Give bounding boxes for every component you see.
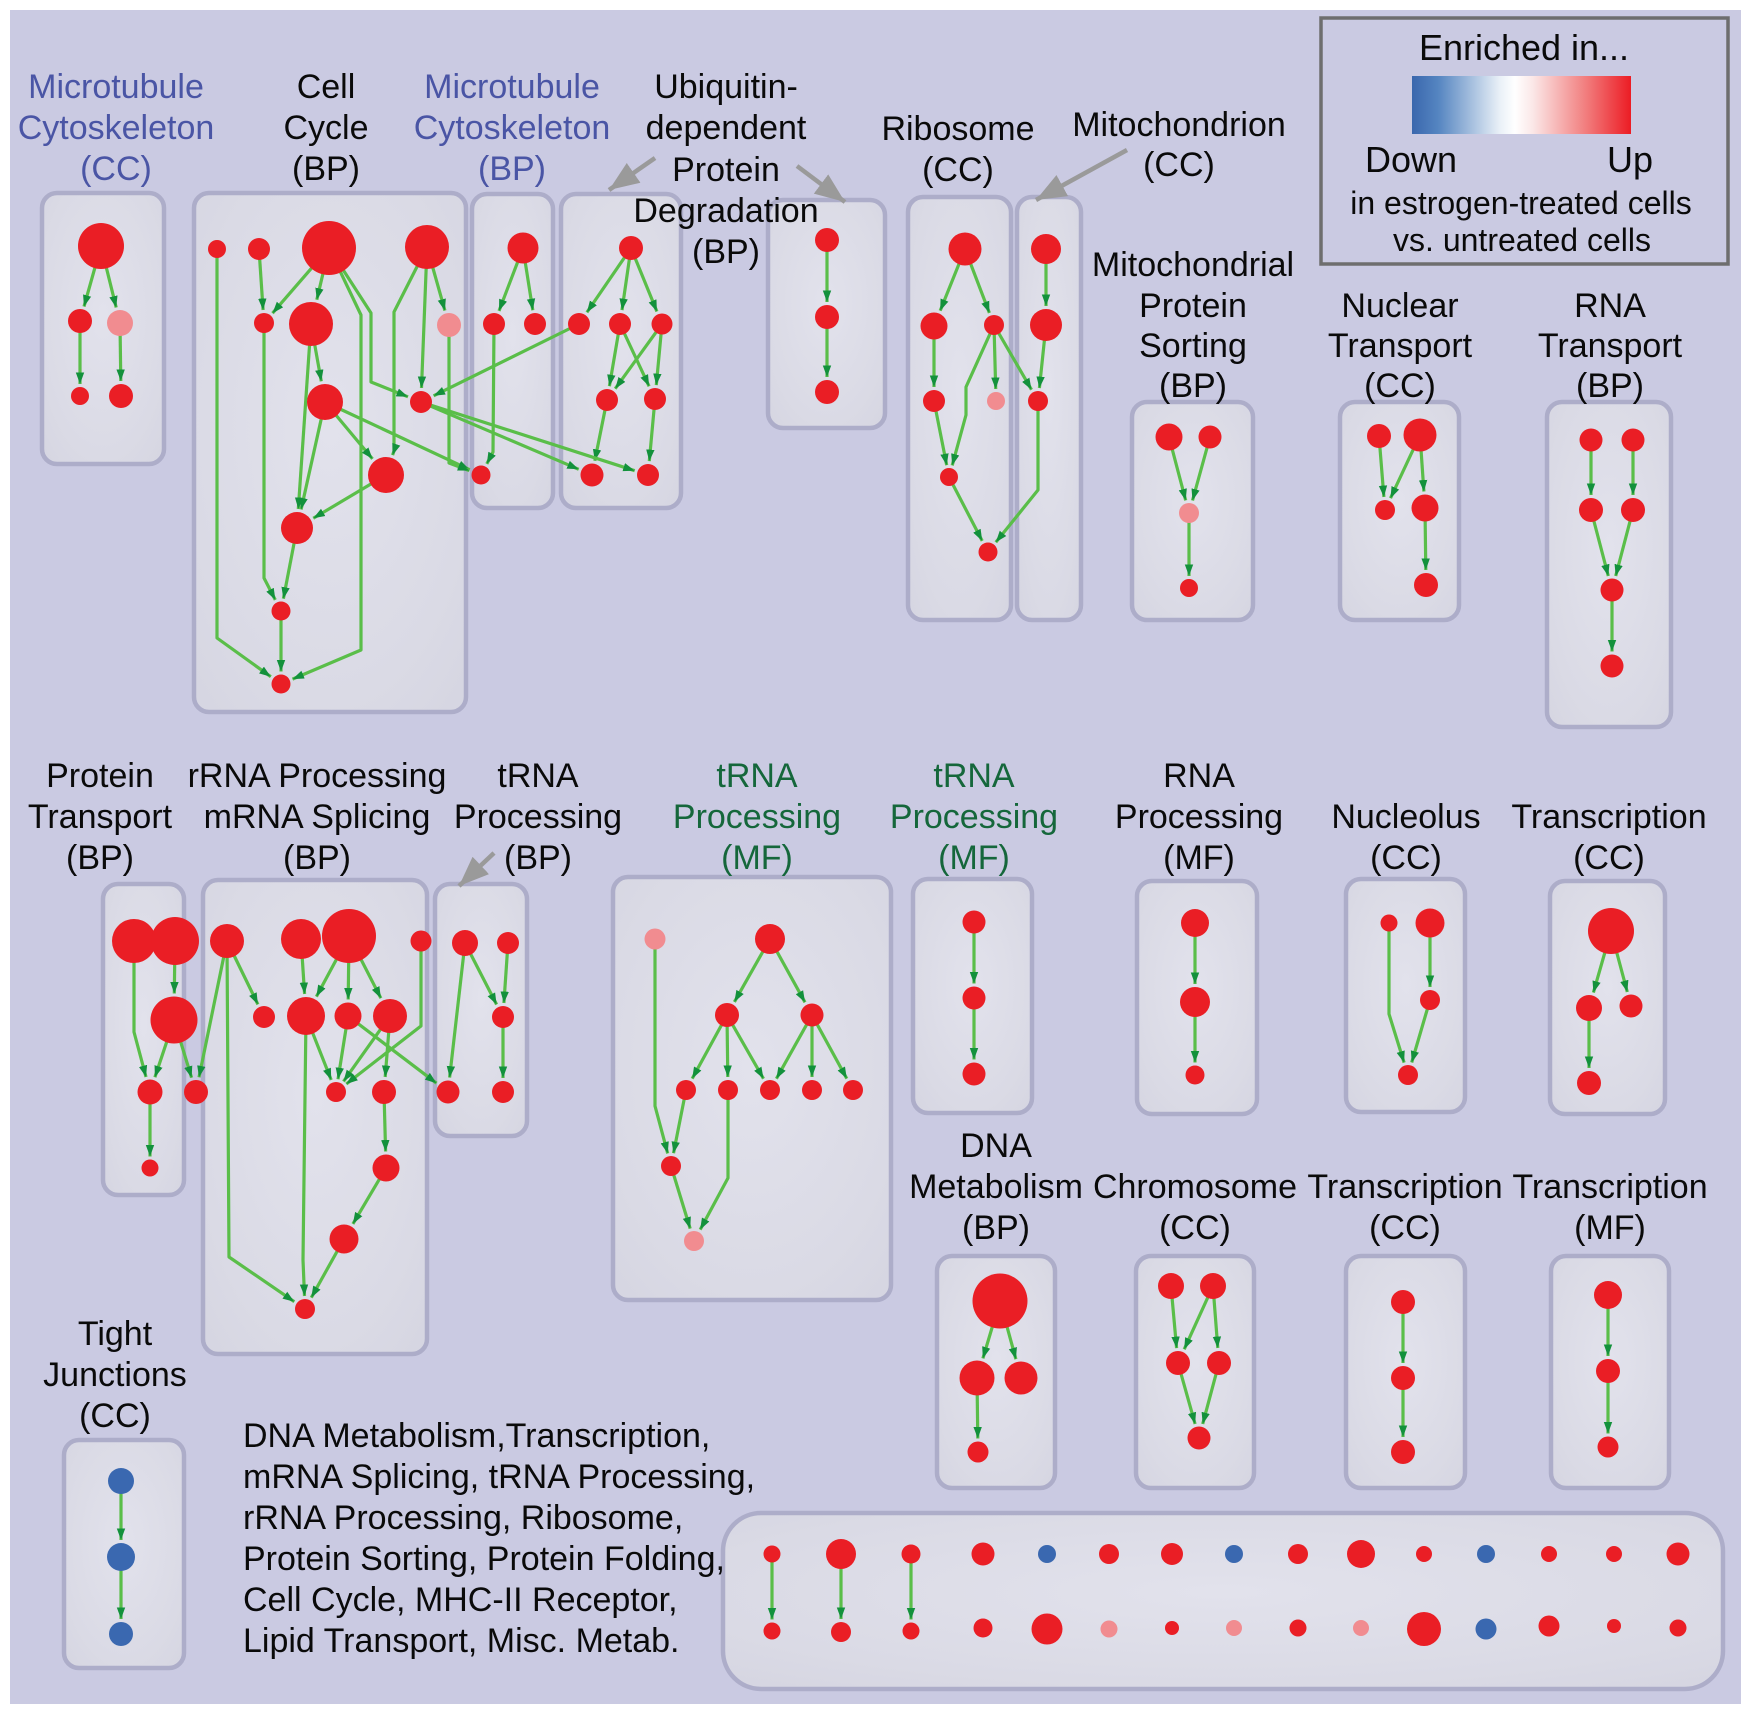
svg-text:(BP): (BP) (1159, 367, 1227, 405)
svg-text:Cell Cycle, MHC-II Receptor,: Cell Cycle, MHC-II Receptor, (243, 1581, 678, 1619)
svg-text:Sorting: Sorting (1139, 327, 1247, 365)
svg-text:(BP): (BP) (1576, 367, 1644, 405)
svg-text:(BP): (BP) (692, 233, 760, 271)
svg-text:(CC): (CC) (1364, 367, 1436, 405)
svg-text:(MF): (MF) (1574, 1209, 1646, 1247)
svg-text:Processing: Processing (673, 798, 841, 836)
svg-text:Metabolism: Metabolism (909, 1168, 1083, 1206)
svg-text:Protein: Protein (672, 151, 780, 189)
svg-text:(CC): (CC) (1159, 1209, 1231, 1247)
svg-text:Degradation: Degradation (633, 192, 818, 230)
svg-text:tRNA: tRNA (933, 757, 1015, 795)
svg-text:Tight: Tight (78, 1315, 153, 1353)
svg-text:(CC): (CC) (79, 1397, 151, 1435)
svg-text:Protein Sorting, Protein Foldi: Protein Sorting, Protein Folding, (243, 1540, 725, 1578)
svg-text:(MF): (MF) (1163, 839, 1235, 877)
svg-text:(BP): (BP) (504, 839, 572, 877)
svg-text:tRNA: tRNA (716, 757, 798, 795)
svg-text:(CC): (CC) (1370, 839, 1442, 877)
svg-text:dependent: dependent (646, 109, 807, 147)
svg-text:(BP): (BP) (478, 150, 546, 188)
svg-text:Transcription: Transcription (1512, 1168, 1707, 1206)
svg-text:(CC): (CC) (1143, 146, 1215, 184)
svg-text:Junctions: Junctions (43, 1356, 187, 1394)
svg-text:Transport: Transport (1538, 327, 1683, 365)
svg-text:Processing: Processing (454, 798, 622, 836)
svg-text:Microtubule: Microtubule (28, 68, 204, 106)
svg-text:RNA: RNA (1574, 287, 1646, 325)
svg-text:rRNA Processing, Ribosome,: rRNA Processing, Ribosome, (243, 1499, 683, 1537)
svg-text:RNA: RNA (1163, 757, 1235, 795)
svg-text:Transcription: Transcription (1307, 1168, 1502, 1206)
svg-text:Transcription: Transcription (1511, 798, 1706, 836)
svg-text:rRNA Processing: rRNA Processing (188, 757, 447, 795)
svg-text:(BP): (BP) (962, 1209, 1030, 1247)
svg-text:Transport: Transport (28, 798, 173, 836)
svg-text:(CC): (CC) (1573, 839, 1645, 877)
svg-text:Ubiquitin-: Ubiquitin- (654, 68, 798, 106)
svg-text:Ribosome: Ribosome (881, 110, 1034, 148)
svg-text:Protein: Protein (1139, 287, 1247, 325)
svg-text:(BP): (BP) (66, 839, 134, 877)
svg-text:Lipid Transport, Misc. Metab.: Lipid Transport, Misc. Metab. (243, 1622, 680, 1660)
svg-text:Up: Up (1607, 139, 1653, 180)
svg-text:Nucleolus: Nucleolus (1331, 798, 1480, 836)
svg-text:(BP): (BP) (292, 150, 360, 188)
svg-text:(CC): (CC) (922, 151, 994, 189)
svg-text:(BP): (BP) (283, 839, 351, 877)
svg-text:Cell: Cell (297, 68, 356, 106)
svg-text:Microtubule: Microtubule (424, 68, 600, 106)
svg-text:(MF): (MF) (938, 839, 1010, 877)
svg-text:Mitochondrial: Mitochondrial (1092, 246, 1294, 284)
svg-text:DNA Metabolism,Transcription,: DNA Metabolism,Transcription, (243, 1417, 710, 1455)
svg-text:(CC): (CC) (1369, 1209, 1441, 1247)
svg-text:mRNA Splicing: mRNA Splicing (204, 798, 431, 836)
svg-text:Processing: Processing (1115, 798, 1283, 836)
svg-text:Transport: Transport (1328, 327, 1473, 365)
svg-text:vs. untreated cells: vs. untreated cells (1393, 222, 1651, 258)
svg-text:in estrogen-treated cells: in estrogen-treated cells (1350, 185, 1692, 221)
svg-text:Nuclear: Nuclear (1341, 287, 1458, 325)
svg-text:Chromosome: Chromosome (1093, 1168, 1297, 1206)
svg-text:(MF): (MF) (721, 839, 793, 877)
svg-text:Enriched in...: Enriched in... (1419, 27, 1629, 68)
svg-text:tRNA: tRNA (497, 757, 579, 795)
svg-text:Cytoskeleton: Cytoskeleton (18, 109, 215, 147)
svg-text:Cytoskeleton: Cytoskeleton (414, 109, 611, 147)
svg-text:Mitochondrion: Mitochondrion (1072, 106, 1286, 144)
svg-text:Processing: Processing (890, 798, 1058, 836)
svg-text:(CC): (CC) (80, 150, 152, 188)
svg-text:Protein: Protein (46, 757, 154, 795)
svg-text:Down: Down (1365, 139, 1457, 180)
svg-text:DNA: DNA (960, 1127, 1032, 1165)
svg-text:Cycle: Cycle (283, 109, 368, 147)
svg-text:mRNA Splicing, tRNA Processing: mRNA Splicing, tRNA Processing, (243, 1458, 755, 1496)
